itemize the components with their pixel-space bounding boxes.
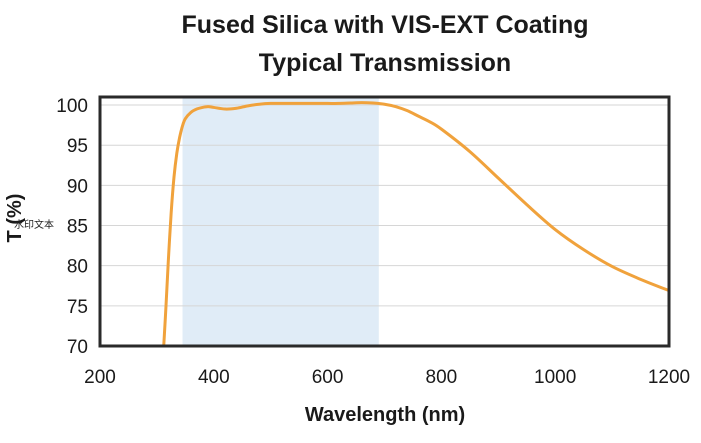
x-tick-labels: 200 400 600 800 1000 1200 (84, 367, 690, 388)
y-tick-100: 100 (56, 96, 88, 117)
highlight-band-layer (182, 97, 379, 346)
plot-frame (98, 95, 671, 348)
watermark-text: 水印文本 (14, 218, 54, 231)
y-tick-70: 70 (67, 337, 88, 358)
x-tick-600: 600 (312, 367, 344, 388)
y-tick-85: 85 (67, 217, 88, 238)
series-line-0 (162, 101, 671, 348)
plot-frame-layer (98, 95, 671, 348)
y-tick-95: 95 (67, 136, 88, 157)
y-tick-75: 75 (67, 297, 88, 318)
x-tick-1200: 1200 (648, 367, 690, 388)
series-layer (162, 101, 671, 348)
y-tick-90: 90 (67, 176, 88, 197)
y-axis-label: T (%) (4, 194, 26, 243)
y-tick-80: 80 (67, 257, 88, 278)
x-tick-200: 200 (84, 367, 116, 388)
x-tick-400: 400 (198, 367, 230, 388)
highlight-band (182, 97, 379, 346)
x-tick-800: 800 (426, 367, 458, 388)
y-tick-labels: 70 75 80 85 90 95 100 (56, 96, 88, 358)
chart-subtitle: Typical Transmission (259, 49, 511, 77)
chart-title: Fused Silica with VIS-EXT Coating (182, 11, 589, 39)
x-axis-label: Wavelength (nm) (305, 404, 465, 426)
x-tick-1000: 1000 (534, 367, 576, 388)
